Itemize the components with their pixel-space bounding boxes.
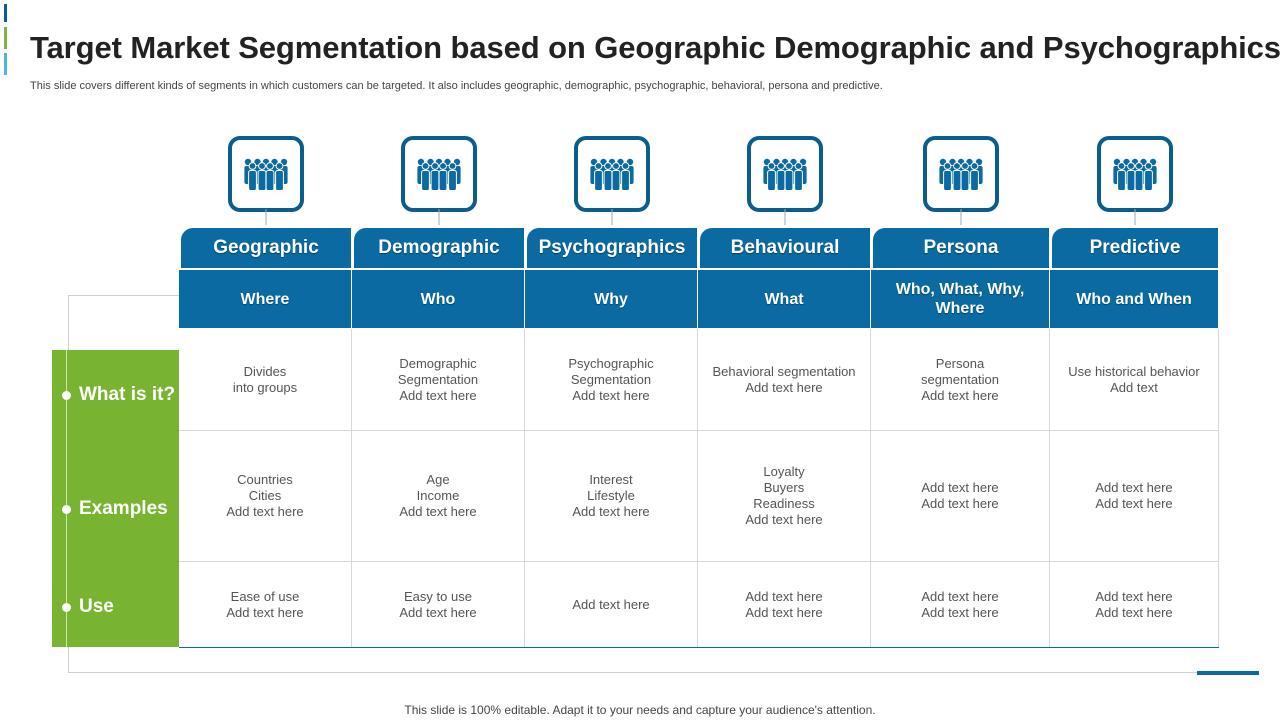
icon-box-behavioural xyxy=(746,136,823,212)
icon-box-demographic xyxy=(400,136,477,212)
cell-demographic-what: Demographic Segmentation Add text here xyxy=(352,329,525,431)
cell-persona-examples: Add text here Add text here xyxy=(871,431,1050,562)
cell-geographic-use: Ease of use Add text here xyxy=(179,562,352,648)
cell-predictive-what: Use historical behavior Add text xyxy=(1050,329,1219,431)
category-header-geographic: Geographic xyxy=(181,228,351,268)
question-cell-psychographics: Why xyxy=(525,270,698,328)
category-header-demographic: Demographic xyxy=(354,228,524,268)
question-cell-geographic: Where xyxy=(179,270,352,328)
cell-demographic-use: Easy to use Add text here xyxy=(352,562,525,648)
cell-predictive-examples: Add text here Add text here xyxy=(1050,431,1219,562)
row-label-what-is-it: What is it? xyxy=(62,383,175,407)
cell-geographic-what: Divides into groups xyxy=(179,329,352,431)
row-label-text: Examples xyxy=(79,498,168,519)
accent-bar-blue xyxy=(4,4,7,22)
row-label-use: Use xyxy=(62,595,114,619)
row-label-panel xyxy=(52,350,179,647)
category-header-persona: Persona xyxy=(873,228,1049,268)
icon-box-psychographics xyxy=(573,136,650,212)
category-header-predictive: Predictive xyxy=(1052,228,1218,268)
cell-behavioural-use: Add text here Add text here xyxy=(698,562,871,648)
cell-psychographics-examples: Interest Lifestyle Add text here xyxy=(525,431,698,562)
cell-psychographics-use: Add text here xyxy=(525,562,698,648)
cell-behavioural-what: Behavioral segmentation Add text here xyxy=(698,329,871,431)
row-label-text: What is it? xyxy=(79,384,176,405)
cell-geographic-examples: Countries Cities Add text here xyxy=(179,431,352,562)
slide-title: Target Market Segmentation based on Geog… xyxy=(30,30,1280,65)
question-cell-behavioural: What xyxy=(698,270,871,328)
table-frame-top xyxy=(68,295,180,296)
question-cell-demographic: Who xyxy=(352,270,525,328)
table-bottom-line xyxy=(179,647,1219,648)
icon-box-predictive xyxy=(1096,136,1173,212)
cell-psychographics-what: Psychographic Segmentation Add text here xyxy=(525,329,698,431)
question-cell-persona: Who, What, Why, Where xyxy=(871,270,1050,328)
row-label-examples: Examples xyxy=(62,497,168,521)
row-label-timeline xyxy=(66,350,67,647)
bullet-dot-icon xyxy=(62,390,71,400)
slide-footer: This slide is 100% editable. Adapt it to… xyxy=(404,703,876,717)
people-group-icon xyxy=(1112,158,1157,191)
people-group-icon xyxy=(938,158,983,191)
corner-accent-bar xyxy=(1197,671,1259,675)
people-group-icon xyxy=(243,158,288,191)
people-group-icon xyxy=(416,158,461,191)
bullet-dot-icon xyxy=(62,602,71,612)
people-group-icon xyxy=(589,158,634,191)
bullet-dot-icon xyxy=(62,504,71,514)
cell-predictive-use: Add text here Add text here xyxy=(1050,562,1219,648)
category-header-behavioural: Behavioural xyxy=(700,228,870,268)
accent-bar-green xyxy=(4,27,7,49)
people-group-icon xyxy=(762,158,807,191)
row-label-text: Use xyxy=(79,596,114,617)
cell-behavioural-examples: Loyalty Buyers Readiness Add text here xyxy=(698,431,871,562)
cell-demographic-examples: Age Income Add text here xyxy=(352,431,525,562)
accent-bar-lightblue xyxy=(4,53,7,75)
icon-box-persona xyxy=(922,136,999,212)
cell-persona-what: Persona segmentation Add text here xyxy=(871,329,1050,431)
icon-box-geographic xyxy=(227,136,304,212)
slide-subtitle: This slide covers different kinds of seg… xyxy=(30,80,883,92)
category-header-psychographics: Psychographics xyxy=(527,228,697,268)
cell-persona-use: Add text here Add text here xyxy=(871,562,1050,648)
question-cell-predictive: Who and When xyxy=(1050,270,1219,328)
